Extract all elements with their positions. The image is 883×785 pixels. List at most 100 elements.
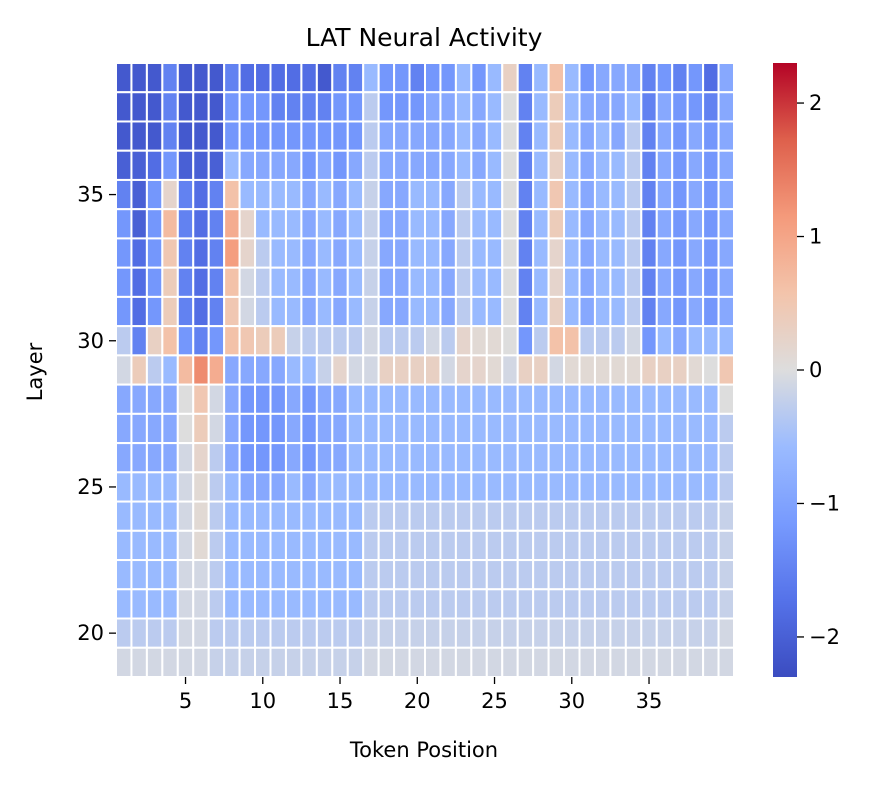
- heatmap-cell: [655, 120, 674, 152]
- heatmap-cell: [624, 266, 643, 298]
- heatmap-cell: [547, 91, 566, 123]
- heatmap-cell: [686, 237, 705, 269]
- heatmap-cell: [130, 383, 148, 415]
- heatmap-cell: [547, 325, 566, 357]
- heatmap-cell: [331, 62, 349, 94]
- heatmap-cell: [223, 62, 241, 94]
- heatmap-cell: [563, 471, 581, 503]
- heatmap-cell: [284, 237, 303, 269]
- heatmap-cell: [331, 500, 349, 532]
- heatmap-cell: [377, 471, 396, 503]
- heatmap-cell: [563, 442, 581, 474]
- x-axis-label: Token Position: [349, 738, 498, 762]
- heatmap-cell: [207, 325, 226, 357]
- heatmap-cell: [671, 354, 689, 386]
- heatmap-cell: [254, 617, 272, 649]
- heatmap-cell: [408, 646, 426, 679]
- heatmap-cell: [516, 91, 535, 123]
- heatmap-cell: [624, 354, 643, 386]
- colorbar-tick-label: 2: [809, 91, 822, 115]
- heatmap-cell: [470, 178, 488, 211]
- heatmap-cell: [593, 617, 612, 649]
- heatmap-cell: [454, 588, 473, 620]
- heatmap-cell: [424, 208, 442, 240]
- heatmap-cell: [161, 442, 179, 474]
- heatmap-cell: [315, 471, 334, 503]
- colorbar: [773, 63, 797, 677]
- heatmap-cell: [130, 442, 148, 474]
- heatmap-cell: [238, 120, 257, 152]
- heatmap-cell: [377, 149, 396, 181]
- heatmap-cell: [207, 646, 226, 679]
- heatmap-cell: [130, 120, 148, 152]
- heatmap-cell: [563, 588, 581, 620]
- heatmap-cell: [331, 617, 349, 649]
- heatmap-cell: [578, 91, 596, 123]
- heatmap-cell: [547, 178, 566, 211]
- heatmap-cell: [192, 354, 210, 386]
- x-tick-label: 20: [404, 689, 431, 713]
- heatmap-cell: [408, 412, 426, 445]
- heatmap-cell: [424, 149, 442, 181]
- heatmap-cell: [563, 120, 581, 152]
- heatmap-cell: [609, 412, 627, 445]
- colorbar-tick-label: −2: [809, 625, 840, 649]
- heatmap-cell: [717, 412, 735, 445]
- heatmap-cell: [362, 383, 380, 415]
- heatmap-cell: [439, 646, 457, 679]
- heatmap-cell: [238, 91, 257, 123]
- heatmap-cell: [161, 91, 179, 123]
- heatmap-cell: [593, 208, 612, 240]
- heatmap-cell: [470, 266, 488, 298]
- heatmap-cell: [315, 149, 334, 181]
- heatmap-cell: [547, 588, 566, 620]
- heatmap-cell: [501, 588, 519, 620]
- heatmap-cell: [424, 500, 442, 532]
- heatmap-cell: [408, 354, 426, 386]
- heatmap-cell: [346, 208, 365, 240]
- heatmap-cell: [563, 559, 581, 591]
- heatmap-cell: [454, 178, 473, 211]
- heatmap-cell: [702, 295, 720, 328]
- heatmap-cell: [238, 412, 257, 445]
- heatmap-cell: [640, 442, 658, 474]
- heatmap-cell: [377, 354, 396, 386]
- heatmap-cell: [254, 500, 272, 532]
- heatmap-cell: [454, 412, 473, 445]
- heatmap-cell: [393, 178, 411, 211]
- heatmap-cell: [454, 295, 473, 328]
- heatmap-cell: [269, 559, 287, 591]
- heatmap-cell: [284, 471, 303, 503]
- heatmap-cell: [161, 62, 179, 94]
- heatmap-cell: [207, 412, 226, 445]
- heatmap-cell: [346, 617, 365, 649]
- heatmap-cell: [269, 646, 287, 679]
- heatmap-cell: [454, 266, 473, 298]
- heatmap-cell: [145, 354, 164, 386]
- heatmap-cell: [624, 91, 643, 123]
- heatmap-cell: [485, 617, 504, 649]
- heatmap-cell: [640, 471, 658, 503]
- heatmap-cell: [284, 529, 303, 562]
- heatmap-cell: [702, 412, 720, 445]
- heatmap-cell: [485, 471, 504, 503]
- heatmap-cell: [686, 91, 705, 123]
- heatmap-cell: [315, 295, 334, 328]
- heatmap-cell: [655, 325, 674, 357]
- heatmap-cell: [315, 646, 334, 679]
- heatmap-cell: [377, 646, 396, 679]
- heatmap-cell: [609, 354, 627, 386]
- heatmap-cell: [424, 237, 442, 269]
- heatmap-cell: [563, 354, 581, 386]
- heatmap-cell: [161, 617, 179, 649]
- heatmap-cell: [501, 442, 519, 474]
- heatmap-cell: [362, 442, 380, 474]
- heatmap-cell: [624, 120, 643, 152]
- heatmap-cell: [686, 383, 705, 415]
- heatmap-cell: [130, 500, 148, 532]
- heatmap-cell: [346, 295, 365, 328]
- heatmap-cell: [115, 646, 133, 679]
- heatmap-cell: [176, 412, 195, 445]
- heatmap-cell: [516, 120, 535, 152]
- heatmap-cell: [408, 266, 426, 298]
